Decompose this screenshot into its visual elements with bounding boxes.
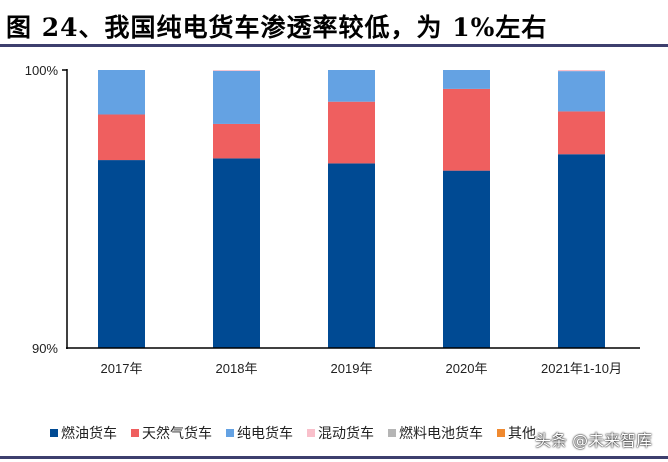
legend-swatch <box>497 429 505 437</box>
bar-segment <box>558 71 605 112</box>
x-tick-label: 2021年1-10月 <box>541 361 622 376</box>
bar-segment <box>443 88 490 171</box>
bar-segment <box>328 163 375 348</box>
chart-title: 图 24、我国纯电货车渗透率较低，为 1%左右 <box>6 13 548 42</box>
legend: 燃油货车 天然气货车 纯电货车 混动货车 燃料电池货车 其他 <box>50 423 536 443</box>
legend-label: 燃料电池货车 <box>399 426 483 442</box>
x-tick-label: 2020年 <box>446 361 488 376</box>
legend-swatch <box>307 429 315 437</box>
legend-label: 混动货车 <box>318 426 374 442</box>
stacked-bar-chart: 2017年 2018年 2019年 2020年 2021年1-10月 90% 100% <box>25 63 640 376</box>
watermark: 头条 @未来智库 <box>535 431 653 450</box>
legend-item: 天然气货车 <box>131 423 212 443</box>
legend-item: 其他 <box>497 423 536 443</box>
bar-segment <box>213 70 260 71</box>
legend-item: 混动货车 <box>307 423 374 443</box>
legend-item: 燃料电池货车 <box>388 423 483 443</box>
bar-segment <box>558 111 605 155</box>
bar-segment <box>328 101 375 164</box>
legend-swatch <box>388 429 396 437</box>
bar-segment <box>328 70 375 102</box>
bar-segment <box>98 114 145 161</box>
bar-segment <box>98 160 145 348</box>
y-tick-label: 100% <box>25 63 59 78</box>
legend-label: 纯电货车 <box>237 426 293 442</box>
x-tick-label: 2018年 <box>216 361 258 376</box>
bar-segment <box>213 158 260 348</box>
bar-segment <box>558 154 605 348</box>
bar-segment <box>98 70 145 115</box>
legend-label: 其他 <box>508 426 536 442</box>
legend-item: 燃油货车 <box>50 423 117 443</box>
legend-item: 纯电货车 <box>226 423 293 443</box>
bar-segment <box>213 123 260 159</box>
x-tick-label: 2017年 <box>101 361 143 376</box>
bottom-divider <box>0 456 668 459</box>
legend-swatch <box>131 429 139 437</box>
legend-label: 天然气货车 <box>142 426 212 442</box>
bar-segment <box>443 70 490 89</box>
title-divider <box>0 44 668 47</box>
x-tick-label: 2019年 <box>331 361 373 376</box>
legend-swatch <box>226 429 234 437</box>
legend-label: 燃油货车 <box>61 426 117 442</box>
bar-segment <box>443 170 490 348</box>
legend-swatch <box>50 429 58 437</box>
bar-segment <box>213 70 260 124</box>
y-tick-label: 90% <box>32 341 58 356</box>
bar-segment <box>558 70 605 72</box>
